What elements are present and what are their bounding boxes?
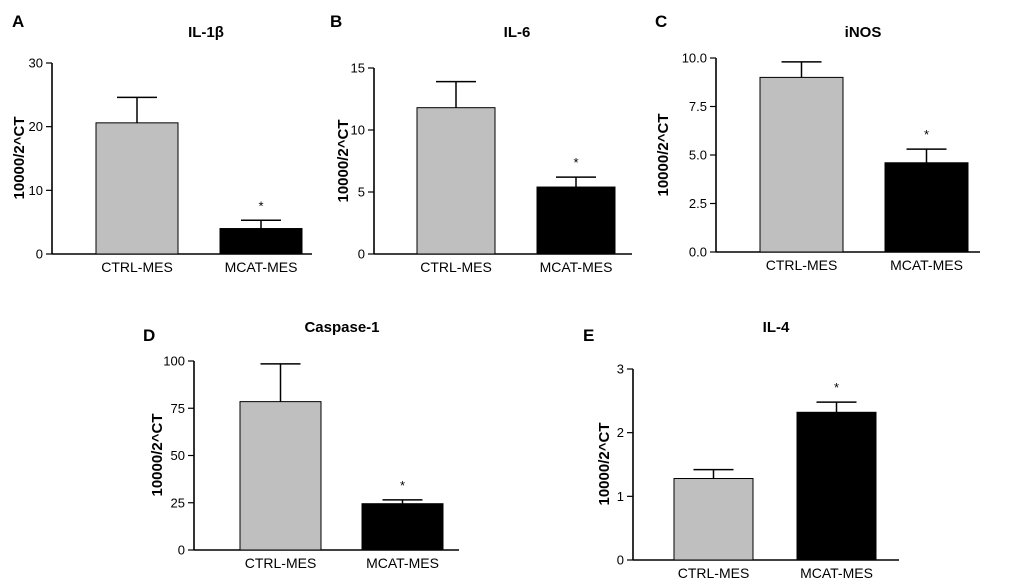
category-label: MCAT-MES <box>890 257 963 273</box>
bar-mcat-mes <box>884 162 969 253</box>
bar-ctrl-mes <box>95 122 179 255</box>
significance-marker: * <box>924 127 929 142</box>
y-tick-label: 5 <box>358 185 365 200</box>
panel-a: A IL-1β 10000/2^CT 0 10 20 30 CTRL-MES * MCAT-MES <box>11 12 312 275</box>
y-tick-label: 0 <box>617 553 624 568</box>
panel-letter: B <box>330 12 342 31</box>
bar-ctrl-mes <box>759 76 844 253</box>
category-label: MCAT-MES <box>366 555 439 571</box>
y-tick-label: 0.0 <box>689 245 707 260</box>
panel-e: E IL-4 10000/2^CT 0 1 2 3 CTRL-MES * MCAT-MES <box>583 319 899 581</box>
panel-letter: E <box>583 326 594 345</box>
y-tick-label: 0 <box>178 543 185 558</box>
bar-ctrl-mes <box>239 401 322 551</box>
y-tick-label: 30 <box>29 56 43 71</box>
panel-d: D Caspase-1 10000/2^CT 0 25 50 75 100 CTRL-MES * M… <box>143 319 459 571</box>
bar-mcat-mes <box>219 228 303 255</box>
chart-title: IL-1β <box>188 24 224 41</box>
y-tick-label: 10 <box>29 183 43 198</box>
y-tick-label: 1 <box>617 489 624 504</box>
y-tick-label: 2.5 <box>689 196 707 211</box>
chart-title: Caspase-1 <box>304 319 379 336</box>
y-tick-label: 3 <box>617 362 624 377</box>
panel-letter: A <box>12 12 24 31</box>
y-axis-label: 10000/2^CT <box>655 114 672 197</box>
chart-title: iNOS <box>845 24 882 41</box>
category-label: CTRL-MES <box>678 565 750 581</box>
category-label: CTRL-MES <box>420 259 492 275</box>
category-label: MCAT-MES <box>800 565 873 581</box>
y-tick-label: 10.0 <box>682 51 707 66</box>
category-label: CTRL-MES <box>101 259 173 275</box>
panel-b: B IL-6 10000/2^CT 0 5 10 15 CTRL-MES * MCAT-MES <box>330 12 632 275</box>
significance-marker: * <box>573 155 578 170</box>
bar-mcat-mes <box>796 411 877 561</box>
y-tick-label: 100 <box>163 354 185 369</box>
category-label: MCAT-MES <box>540 259 613 275</box>
category-label: CTRL-MES <box>245 555 317 571</box>
bar-mcat-mes <box>536 186 616 255</box>
y-tick-label: 50 <box>171 448 185 463</box>
y-tick-label: 20 <box>29 119 43 134</box>
y-tick-label: 0 <box>358 247 365 262</box>
panel-letter: C <box>655 12 667 31</box>
y-tick-label: 15 <box>351 61 365 76</box>
bar-ctrl-mes <box>416 107 496 255</box>
y-axis-label: 10000/2^CT <box>596 423 613 506</box>
y-tick-label: 2 <box>617 425 624 440</box>
category-label: MCAT-MES <box>225 259 298 275</box>
chart-title: IL-4 <box>763 319 790 336</box>
y-tick-label: 25 <box>171 495 185 510</box>
y-tick-label: 10 <box>351 123 365 138</box>
y-tick-label: 5.0 <box>689 148 707 163</box>
panel-letter: D <box>143 326 155 345</box>
bar-mcat-mes <box>361 503 444 551</box>
y-axis-label: 10000/2^CT <box>149 414 166 497</box>
chart-title: IL-6 <box>504 24 531 41</box>
y-axis-label: 10000/2^CT <box>11 117 28 200</box>
category-label: CTRL-MES <box>766 257 838 273</box>
significance-marker: * <box>258 198 263 213</box>
y-tick-label: 0 <box>36 247 43 262</box>
significance-marker: * <box>834 380 839 395</box>
bar-ctrl-mes <box>673 478 754 561</box>
significance-marker: * <box>400 478 405 493</box>
y-tick-label: 75 <box>171 401 185 416</box>
y-tick-label: 7.5 <box>689 99 707 114</box>
y-axis-label: 10000/2^CT <box>335 120 352 203</box>
